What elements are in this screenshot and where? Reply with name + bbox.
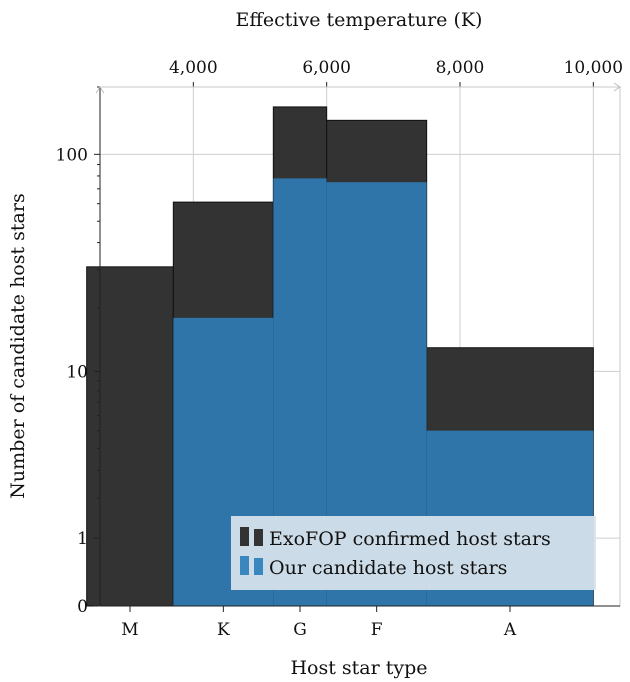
x-tick-label: G bbox=[293, 620, 307, 640]
top-tick-label: 4,000 bbox=[169, 58, 218, 78]
axes bbox=[94, 82, 621, 612]
y-tick-label: 0 bbox=[77, 597, 88, 617]
y-tick-label: 1 bbox=[77, 529, 88, 549]
y-axis-label: Number of candidate host stars bbox=[7, 193, 29, 498]
x-tick-label: A bbox=[503, 620, 517, 640]
legend-label-candidate: Our candidate host stars bbox=[269, 557, 507, 579]
top-tick-label: 6,000 bbox=[302, 58, 351, 78]
legend-swatch-candidate bbox=[254, 558, 263, 575]
tick-labels: 0 1 10 100 4,000 6,000 8,000 10,000 M K G F A bbox=[56, 58, 624, 640]
legend-swatch-candidate bbox=[240, 556, 249, 575]
top-tick-label: 10,000 bbox=[564, 58, 623, 78]
top-axis-arrow bbox=[613, 82, 621, 92]
x-axis-label: Host star type bbox=[290, 657, 427, 679]
y-tick-label: 100 bbox=[56, 145, 88, 165]
top-tick-label: 8,000 bbox=[436, 58, 485, 78]
legend-swatch-exofop bbox=[254, 529, 263, 546]
x-tick-label: M bbox=[121, 620, 138, 640]
y-tick-label: 10 bbox=[66, 362, 88, 382]
y-axis-arrow bbox=[95, 86, 105, 94]
top-axis-label: Effective temperature (K) bbox=[236, 9, 483, 31]
legend-label-exofop: ExoFOP confirmed host stars bbox=[269, 528, 551, 550]
legend-box bbox=[231, 516, 596, 590]
legend: ExoFOP confirmed host stars Our candidat… bbox=[231, 516, 596, 590]
x-tick-label: K bbox=[217, 620, 230, 640]
x-tick-label: F bbox=[371, 620, 383, 640]
legend-swatch-exofop bbox=[240, 527, 249, 546]
